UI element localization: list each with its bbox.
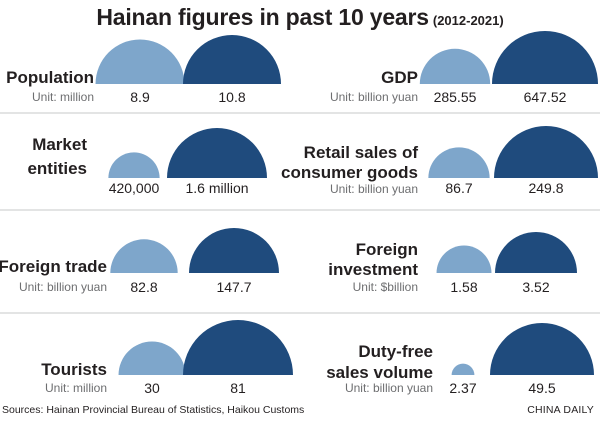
source-note: Sources: Hainan Provincial Bureau of Sta…: [2, 404, 305, 416]
tourists-unit: Unit: million: [45, 381, 107, 395]
chart-title: Hainan figures in past 10 years (2012-202…: [0, 4, 600, 30]
duty-free-sales-volume-label-line-2: sales volume: [326, 363, 433, 382]
credit-note: CHINA DAILY: [527, 404, 594, 416]
market-entities-2021-semicircle: [167, 128, 267, 178]
duty-free-sales-volume-unit: Unit: billion yuan: [345, 381, 433, 395]
gdp-2012-value: 285.55: [434, 89, 477, 105]
population-2021-value: 10.8: [218, 89, 245, 105]
market-entities-2021-value: 1.6 million: [185, 180, 248, 196]
foreign-investment-unit: Unit: $billion: [353, 280, 418, 294]
foreign-investment-label-line-1: Foreign: [356, 240, 418, 259]
population-label-line-1: Population: [6, 68, 94, 87]
foreign-trade-2012-semicircle: [110, 239, 178, 273]
retail-sales-of-consumer-goods-2021-value: 249.8: [528, 180, 563, 196]
population-2021-semicircle: [183, 35, 281, 84]
tourists-2012-value: 30: [144, 380, 160, 396]
retail-sales-of-consumer-goods-2021-semicircle: [494, 126, 598, 178]
market-entities-label-line-1: Market: [32, 135, 87, 154]
foreign-trade-label-line-1: Foreign trade: [0, 257, 107, 276]
foreign-investment-2012-value: 1.58: [450, 279, 477, 295]
foreign-trade-2012-value: 82.8: [130, 279, 157, 295]
market-entities-label-line-2: entities: [27, 159, 87, 178]
retail-sales-of-consumer-goods-2012-semicircle: [428, 147, 490, 178]
gdp-2021-semicircle: [492, 31, 598, 84]
retail-sales-of-consumer-goods-2012-value: 86.7: [445, 180, 472, 196]
market-entities-2012-value: 420,000: [109, 180, 160, 196]
population-2012-semicircle: [95, 39, 185, 84]
foreign-trade-2021-semicircle: [189, 228, 279, 273]
foreign-trade-2021-value: 147.7: [216, 279, 251, 295]
foreign-investment-2012-semicircle: [436, 245, 492, 273]
duty-free-sales-volume-2012-value: 2.37: [449, 380, 476, 396]
population-2012-value: 8.9: [130, 89, 150, 105]
retail-sales-of-consumer-goods-unit: Unit: billion yuan: [330, 182, 418, 196]
market-entities-2012-semicircle: [108, 152, 160, 178]
gdp-2012-semicircle: [419, 48, 491, 84]
duty-free-sales-volume-2021-semicircle: [490, 323, 594, 375]
duty-free-sales-volume-2021-value: 49.5: [528, 380, 555, 396]
tourists-2021-value: 81: [230, 380, 246, 396]
title-main: Hainan figures in past 10 years: [96, 4, 429, 30]
gdp-label-line-1: GDP: [381, 68, 418, 87]
title-subtitle: (2012-2021): [432, 13, 504, 28]
tourists-label-line-1: Tourists: [41, 360, 107, 379]
duty-free-sales-volume-label-line-1: Duty-free: [358, 342, 433, 361]
foreign-investment-2021-semicircle: [495, 232, 577, 273]
foreign-investment-2021-value: 3.52: [522, 279, 549, 295]
gdp-2021-value: 647.52: [524, 89, 567, 105]
tourists-2012-semicircle: [118, 341, 186, 375]
population-unit: Unit: million: [32, 90, 94, 104]
retail-sales-of-consumer-goods-label-line-1: Retail sales of: [304, 143, 419, 162]
foreign-investment-label-line-2: investment: [328, 260, 418, 279]
tourists-2021-semicircle: [183, 320, 293, 375]
foreign-trade-unit: Unit: billion yuan: [19, 280, 107, 294]
gdp-unit: Unit: billion yuan: [330, 90, 418, 104]
retail-sales-of-consumer-goods-label-line-2: consumer goods: [281, 163, 418, 182]
duty-free-sales-volume-2012-semicircle: [451, 363, 475, 375]
